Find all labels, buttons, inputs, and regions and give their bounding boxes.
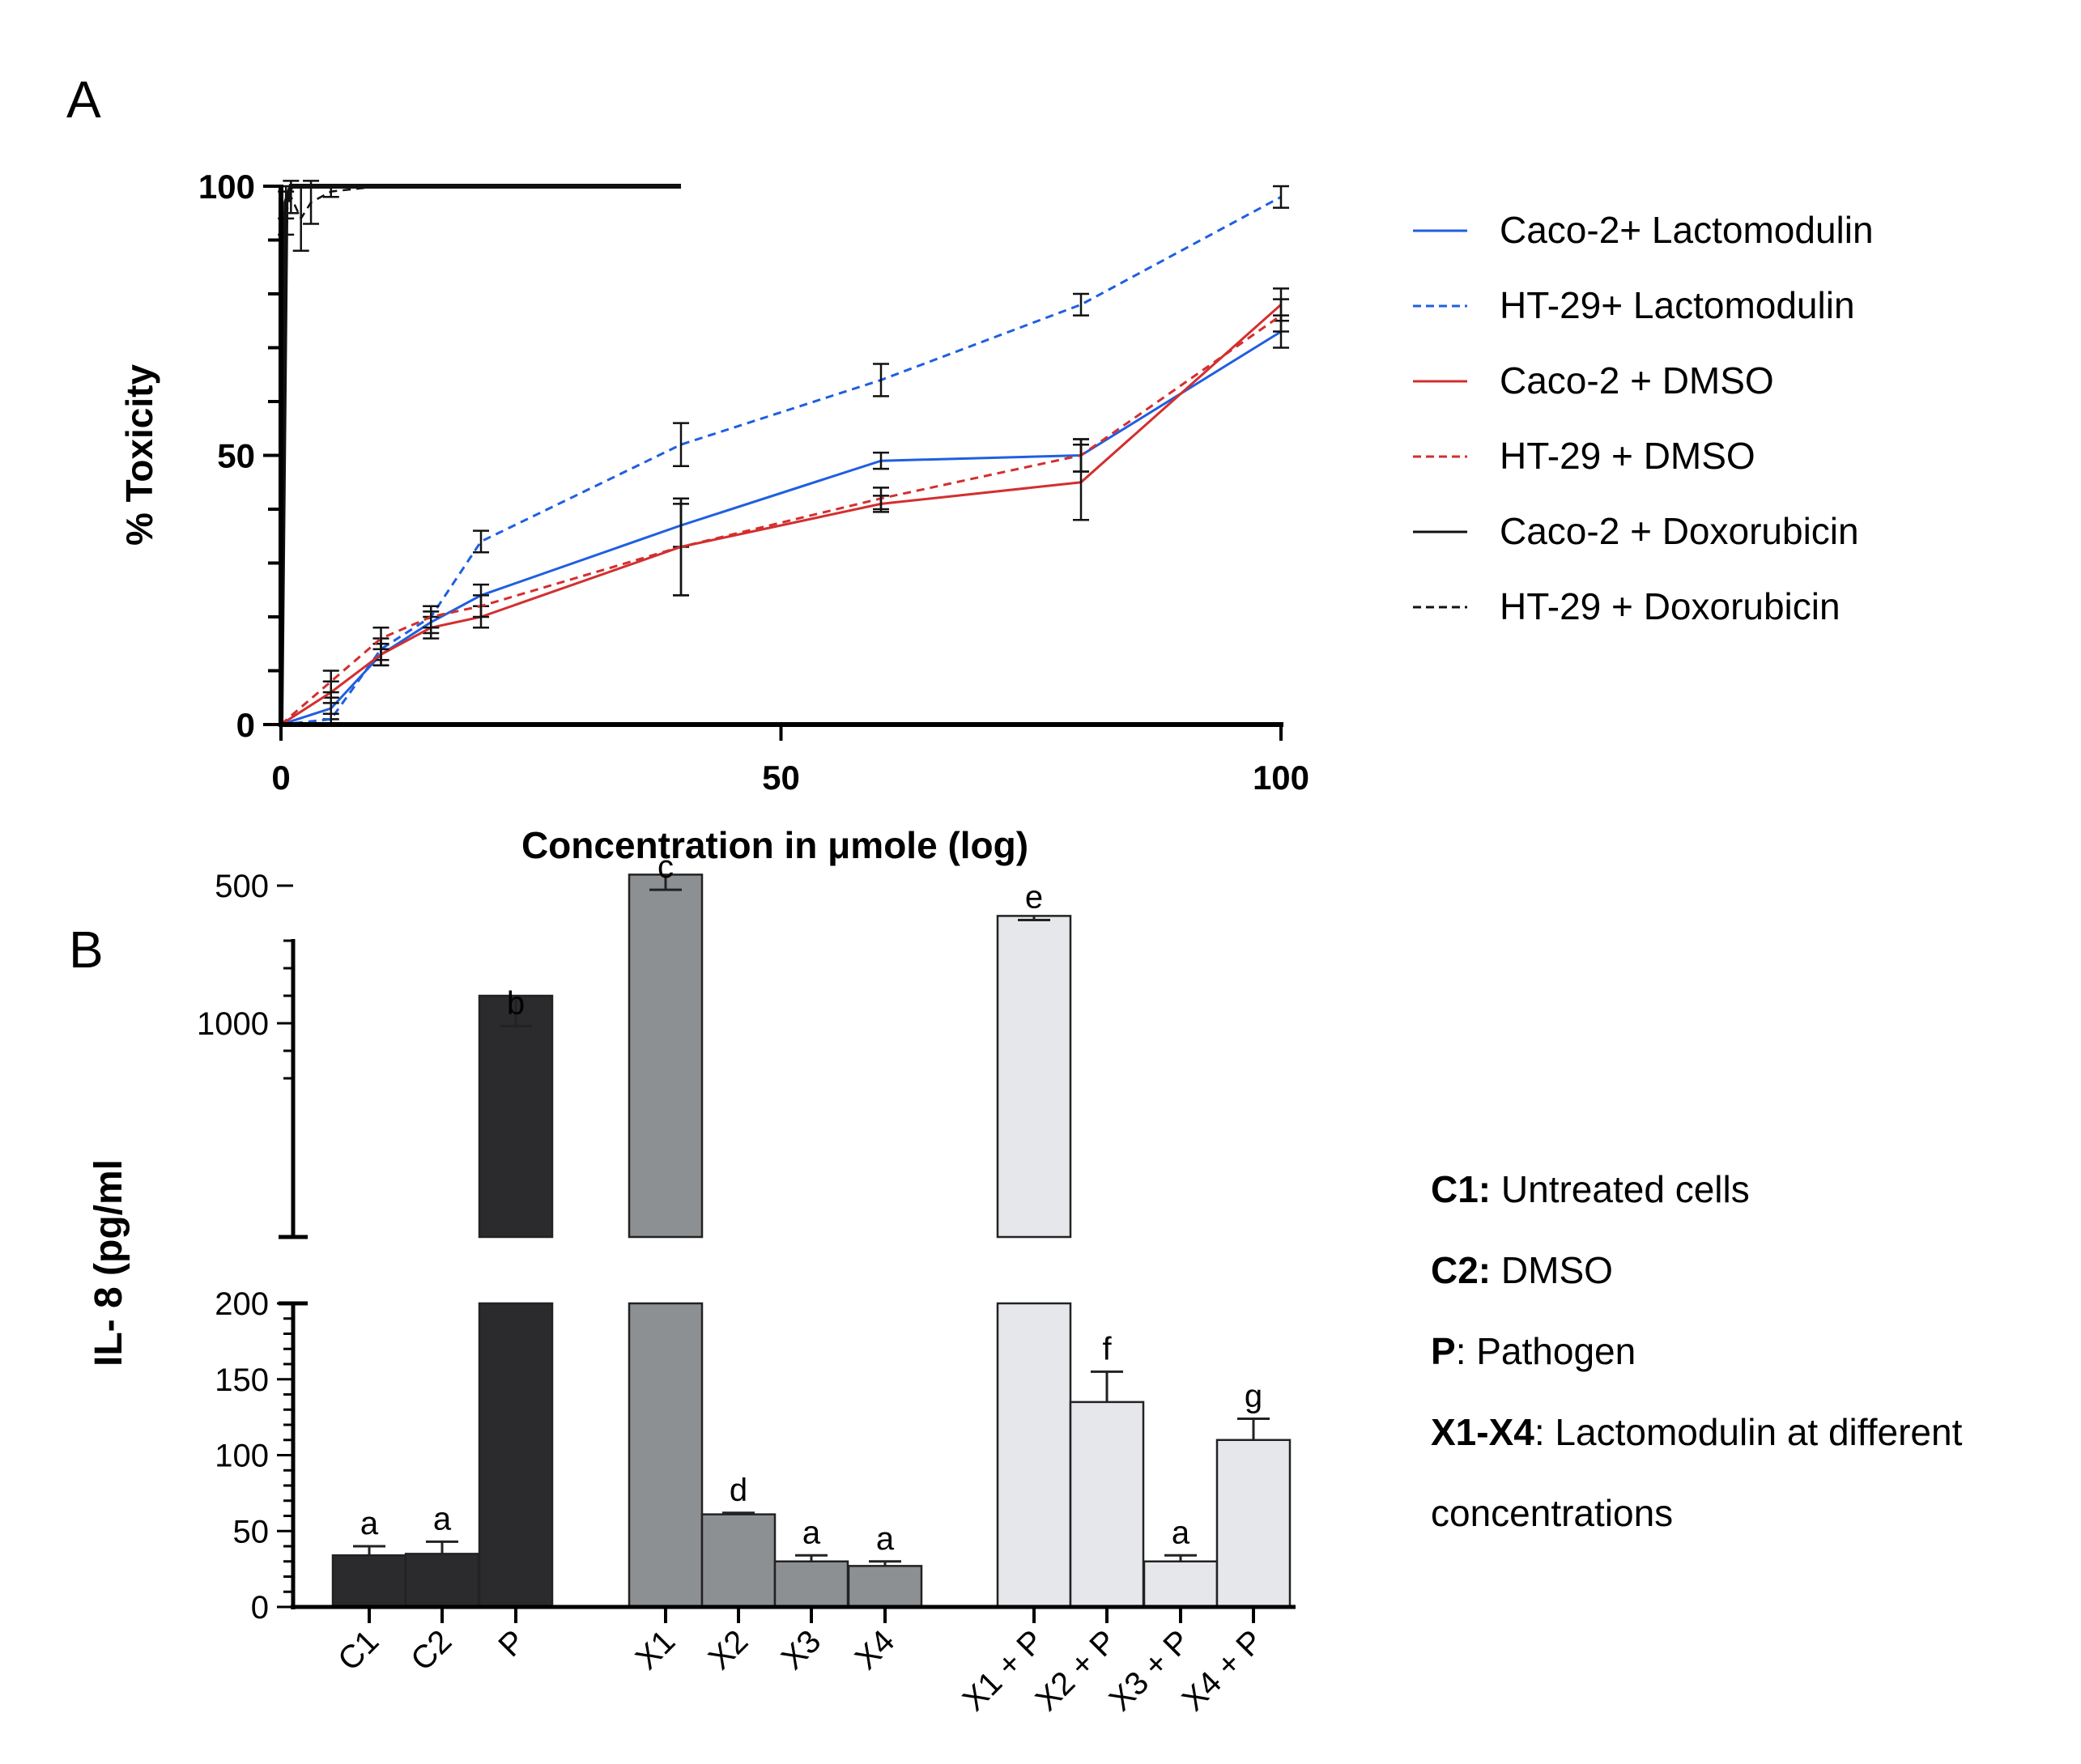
legend-entry: P: Pathogen	[1431, 1330, 1636, 1372]
x-tick-label: C1	[331, 1623, 385, 1677]
x-tick-label: X1 + P	[956, 1623, 1051, 1718]
series-line	[280, 314, 1282, 726]
x-tick-label: C2	[404, 1623, 458, 1677]
x-tick-label: X1	[629, 1623, 683, 1677]
legend-entry: C1: Untreated cells	[1431, 1168, 1750, 1210]
legend-label: HT-29+ Lactomodulin	[1500, 284, 1855, 326]
series-line	[280, 304, 1282, 726]
significance-letter: d	[730, 1473, 747, 1508]
x-tick-label: X2 + P	[1029, 1623, 1124, 1718]
significance-letter: b	[507, 985, 525, 1021]
y-tick-label: 0	[236, 706, 255, 744]
y-tick-label: 50	[217, 437, 255, 475]
significance-letter: a	[876, 1521, 895, 1557]
significance-letter: a	[1172, 1515, 1190, 1550]
panel-a-letter: A	[66, 70, 101, 129]
bar-lower-part	[996, 1302, 1072, 1609]
bar-upper-part	[628, 873, 704, 1239]
y-tick-label: 150	[215, 1362, 269, 1398]
legend-label: Caco-2 + DMSO	[1500, 359, 1774, 402]
panel-b-letter: B	[69, 920, 104, 979]
x-tick-label: 50	[762, 759, 800, 797]
legend-key: C2:	[1431, 1249, 1491, 1291]
legend-text: Untreated cells	[1491, 1168, 1750, 1210]
x-tick-label: 100	[1253, 759, 1309, 797]
panel-a: A 0 50 100 0 50 100 % Toxicity Concentration …	[66, 70, 1874, 866]
bar	[1069, 1401, 1145, 1609]
y-tick-label: 50	[233, 1514, 270, 1549]
x-tick-label: X4 + P	[1176, 1623, 1270, 1718]
panel-a-y-axis-label: % Toxicity	[118, 364, 160, 546]
series-line	[280, 195, 1282, 726]
bar-lower-part	[478, 1302, 554, 1609]
x-tick-label: 0	[271, 759, 290, 797]
significance-letter: g	[1245, 1379, 1262, 1414]
panel-b-y-axis-label: IL- 8 (pg/ml	[87, 1159, 130, 1367]
bar	[700, 1513, 777, 1609]
bar-upper-part	[996, 915, 1072, 1239]
legend-key: C1:	[1431, 1168, 1491, 1210]
series-line	[279, 185, 681, 725]
x-tick-label: P	[492, 1623, 532, 1664]
legend-entry: C2: DMSO	[1431, 1249, 1613, 1291]
panel-a-plot-marks	[278, 180, 1289, 726]
bar	[847, 1565, 923, 1609]
bar-upper-part	[478, 994, 554, 1239]
panel-a-axes: 0 50 100 0 50 100	[198, 168, 1309, 797]
y-tick-label: 100	[215, 1439, 269, 1474]
legend-entry: concentrations	[1431, 1492, 1673, 1534]
series-line	[280, 330, 1282, 726]
bar	[1215, 1439, 1292, 1609]
y-tick-label: 500	[215, 869, 269, 904]
x-tick-label: X4	[849, 1623, 902, 1677]
x-tick-label: X2	[702, 1623, 755, 1677]
y-tick-label: 0	[251, 1590, 269, 1626]
significance-letter: f	[1102, 1331, 1112, 1367]
significance-letter: a	[433, 1501, 452, 1537]
y-tick-label: 200	[215, 1286, 269, 1322]
legend-text: : Lactomodulin at different	[1534, 1411, 1963, 1453]
x-tick-label: X3	[775, 1623, 828, 1677]
legend-text: : Pathogen	[1456, 1330, 1636, 1372]
legend-label: HT-29 + DMSO	[1500, 435, 1755, 477]
bar	[331, 1554, 407, 1609]
legend-label: Caco-2 + Doxorubicin	[1500, 510, 1859, 552]
panel-b-bars: a a b c d a a e f a g	[331, 849, 1292, 1609]
panel-a-legend: Caco-2+ Lactomodulin HT-29+ Lactomodulin C…	[1413, 209, 1874, 627]
bar-lower-part	[628, 1302, 704, 1609]
significance-letter: a	[802, 1515, 821, 1550]
legend-key: X1-X4	[1431, 1411, 1534, 1453]
bar	[1143, 1560, 1219, 1609]
legend-text: DMSO	[1491, 1249, 1613, 1291]
series-line	[279, 184, 681, 725]
legend-text: concentrations	[1431, 1492, 1673, 1534]
significance-letter: e	[1025, 880, 1043, 916]
legend-label: HT-29 + Doxorubicin	[1500, 585, 1841, 627]
legend-label: Caco-2+ Lactomodulin	[1500, 209, 1874, 251]
legend-key: P	[1431, 1330, 1456, 1372]
significance-letter: c	[657, 849, 674, 885]
significance-letter: a	[360, 1506, 379, 1541]
y-tick-label: 100	[198, 168, 255, 206]
panel-a-x-axis-label: Concentration in μmole (log)	[521, 824, 1028, 866]
legend-entry: X1-X4: Lactomodulin at different	[1431, 1411, 1963, 1453]
bar	[773, 1560, 849, 1609]
y-tick-label: 1000	[197, 1006, 269, 1042]
bar	[404, 1553, 480, 1609]
x-tick-label: X3 + P	[1103, 1623, 1198, 1718]
